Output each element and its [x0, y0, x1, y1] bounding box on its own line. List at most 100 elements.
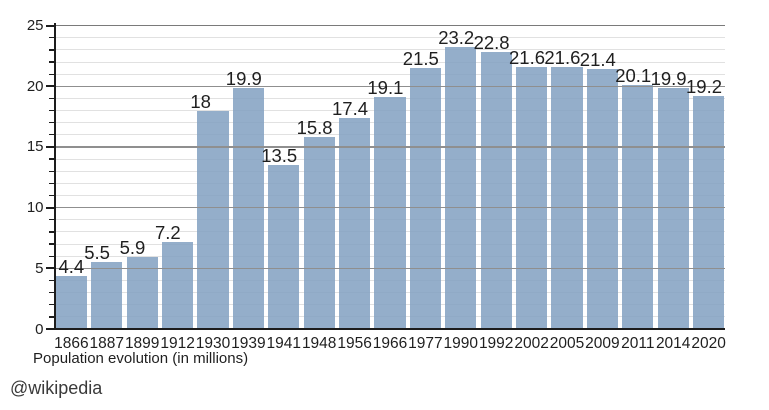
bar-value-label: 18	[190, 90, 211, 112]
y-tick-label: 10	[26, 199, 44, 217]
y-axis-minor-tick	[48, 97, 54, 100]
y-axis-minor-tick	[48, 182, 54, 185]
bar-value-label: 19.9	[650, 67, 687, 89]
x-tick-label: 2011	[621, 334, 655, 352]
y-axis-minor-tick	[48, 231, 54, 233]
bar-value-label: 5.5	[84, 242, 110, 264]
x-tick-label: 1966	[372, 334, 408, 352]
minor-gridline	[56, 73, 725, 75]
x-tick-label: 1941	[266, 334, 302, 352]
major-gridline	[56, 267, 725, 269]
bar	[693, 96, 725, 329]
y-axis-line	[53, 23, 56, 331]
y-tick-label: 5	[35, 259, 44, 277]
x-tick-label: 2020	[691, 334, 726, 352]
bar	[303, 137, 335, 329]
y-axis-minor-tick	[48, 49, 54, 51]
bar-value-label: 15.8	[296, 117, 333, 139]
bar-value-label: 19.9	[225, 67, 262, 89]
bar	[409, 68, 441, 329]
major-gridline	[56, 85, 725, 87]
y-axis-minor-tick	[48, 122, 54, 124]
bar	[232, 87, 264, 329]
y-axis-major-tick	[45, 206, 54, 209]
bar	[551, 66, 583, 329]
bar	[197, 110, 229, 329]
y-axis-major-tick	[45, 328, 54, 330]
bar-value-label: 4.4	[58, 255, 85, 277]
bar-value-label: 7.2	[155, 221, 181, 243]
x-axis-line	[53, 327, 725, 331]
y-axis-minor-tick	[48, 61, 54, 63]
x-tick-label: 1977	[408, 334, 443, 352]
y-axis-minor-tick	[48, 304, 54, 306]
y-axis-minor-tick	[48, 134, 54, 136]
minor-gridline	[56, 61, 725, 63]
y-axis-major-tick	[45, 85, 54, 88]
x-tick-label: 1990	[443, 334, 479, 352]
bar	[657, 87, 689, 329]
minor-gridline	[56, 49, 725, 51]
y-tick-label: 0	[35, 320, 44, 338]
x-tick-label: 1948	[301, 334, 337, 352]
x-tick-label: 1912	[160, 334, 195, 352]
bar-value-label: 19.2	[686, 76, 723, 97]
bar	[126, 257, 158, 329]
bar-value-label: 17.4	[332, 97, 369, 119]
y-axis-minor-tick	[48, 73, 54, 75]
y-axis-minor-tick	[48, 170, 54, 172]
bar-value-label: 13.5	[261, 145, 298, 167]
bar	[339, 117, 371, 329]
major-gridline	[56, 146, 725, 148]
y-axis-minor-tick	[48, 279, 54, 282]
credit-watermark: @wikipedia	[10, 378, 103, 398]
y-axis-major-tick	[45, 267, 54, 270]
x-tick-label: 1939	[231, 334, 266, 352]
y-axis-minor-tick	[48, 219, 54, 221]
bar-value-label: 23.2	[438, 27, 475, 49]
y-axis-major-tick	[45, 146, 54, 148]
bar-value-label: 20.1	[615, 65, 652, 87]
bar	[162, 241, 194, 329]
bar-value-label: 5.9	[119, 237, 146, 259]
bar	[55, 275, 87, 329]
bar	[622, 85, 654, 329]
x-tick-label: 1930	[195, 334, 231, 352]
y-axis-minor-tick	[48, 158, 54, 160]
bar-value-label: 21.5	[402, 48, 439, 70]
bar	[374, 97, 406, 329]
bar	[516, 66, 548, 329]
bar-value-label: 21.6	[544, 46, 581, 68]
plot-top-border	[56, 24, 725, 27]
bar-value-label: 21.4	[579, 49, 616, 71]
y-axis-minor-tick	[48, 194, 54, 197]
y-axis-minor-tick	[48, 243, 54, 245]
x-tick-label: 1992	[478, 334, 514, 352]
minor-gridline	[56, 37, 725, 39]
bar	[445, 47, 477, 329]
y-axis-minor-tick	[48, 255, 54, 257]
bar-value-label: 19.1	[367, 77, 404, 99]
y-axis-minor-tick	[48, 37, 54, 39]
y-axis-minor-tick	[48, 109, 54, 112]
y-axis-minor-tick	[48, 316, 54, 318]
x-tick-label: 2002	[514, 334, 549, 352]
major-gridline	[56, 207, 725, 209]
y-tick-label: 20	[26, 77, 44, 95]
bar	[268, 165, 300, 329]
y-tick-label: 25	[26, 17, 44, 35]
bar	[586, 69, 618, 329]
y-tick-label: 15	[26, 138, 44, 156]
x-tick-label: 2009	[585, 334, 620, 352]
x-tick-label: 1887	[89, 334, 125, 352]
x-tick-label: 1899	[124, 334, 160, 352]
y-axis-minor-tick	[48, 291, 54, 294]
bar	[480, 52, 512, 329]
x-tick-label: 2005	[549, 334, 585, 352]
x-axis-caption: Population evolution (in millions)	[33, 350, 249, 367]
bar	[91, 262, 123, 329]
bar-value-label: 21.6	[509, 46, 546, 68]
y-axis-major-tick	[45, 24, 54, 27]
x-tick-label: 1866	[54, 334, 89, 352]
